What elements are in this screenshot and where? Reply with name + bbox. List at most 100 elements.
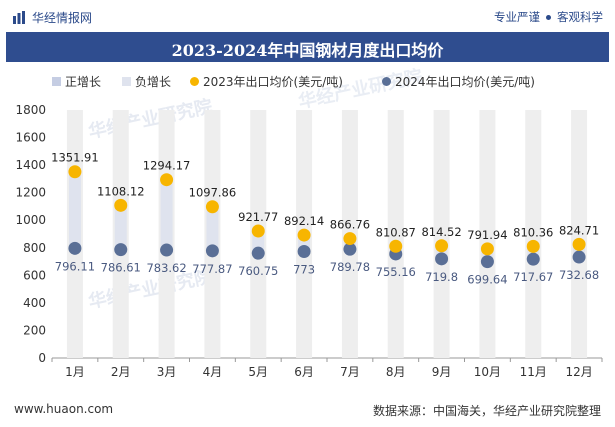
legend-label: 负增长 [135, 75, 171, 89]
x-tick-label: 9月 [432, 365, 452, 379]
data-label-2024: 732.68 [559, 268, 599, 282]
point-2023 [160, 173, 174, 187]
x-tick-label: 11月 [520, 365, 547, 379]
footer-url[interactable]: www.huaon.com [14, 402, 114, 416]
point-2023 [435, 239, 449, 253]
data-label-2023: 810.87 [376, 225, 416, 239]
data-label-2024: 786.61 [101, 261, 141, 275]
point-2023 [343, 232, 357, 246]
tagline-left: 专业严谨 [494, 10, 540, 24]
data-label-2023: 1294.17 [143, 159, 191, 173]
x-tick-label: 5月 [248, 365, 268, 379]
data-label-2024: 760.75 [238, 264, 278, 278]
data-label-2023: 921.77 [238, 210, 278, 224]
legend-label: 2024年出口均价(美元/吨) [395, 75, 535, 89]
point-2024 [251, 246, 265, 260]
x-tick-label: 8月 [386, 365, 406, 379]
data-label-2024: 783.62 [146, 261, 186, 275]
data-label-2024: 773 [293, 262, 315, 276]
legend-marker [382, 77, 391, 86]
data-label-2024: 789.78 [330, 260, 370, 274]
point-2024 [205, 244, 219, 258]
y-tick-label: 0 [38, 351, 46, 365]
legend-marker [122, 77, 131, 86]
legend-marker [52, 77, 61, 86]
data-label-2023: 1097.86 [189, 186, 237, 200]
y-tick-label: 1600 [15, 131, 46, 145]
point-2024 [572, 250, 586, 264]
x-tick-label: 1月 [65, 365, 85, 379]
range-bar [206, 206, 219, 251]
point-2023 [251, 224, 265, 238]
column-background [433, 110, 450, 358]
x-tick-label: 2月 [111, 365, 131, 379]
point-2023 [480, 242, 494, 256]
range-bar [114, 205, 127, 250]
data-label-2023: 1351.91 [51, 151, 99, 165]
range-bar [160, 179, 173, 251]
column-background [571, 110, 588, 358]
top-bar: 华经情报网 专业严谨 客观科学 [0, 0, 615, 32]
data-label-2023: 791.94 [467, 228, 507, 242]
y-tick-label: 200 [23, 323, 46, 337]
data-label-2023: 814.52 [421, 225, 461, 239]
x-tick-label: 7月 [340, 365, 360, 379]
point-2024 [526, 252, 540, 266]
brand-logo: 华经情报网 [12, 9, 92, 26]
brand-name: 华经情报网 [32, 11, 93, 25]
point-2023 [297, 228, 311, 242]
data-label-2024: 719.8 [425, 270, 458, 284]
watermark-text: 华经产业研究院 [296, 65, 424, 113]
y-tick-label: 600 [23, 268, 46, 282]
y-tick-label: 1200 [15, 186, 46, 200]
data-label-2024: 755.16 [376, 265, 416, 279]
data-label-2023: 824.71 [559, 223, 599, 237]
point-2023 [526, 239, 540, 253]
x-tick-label: 10月 [474, 365, 501, 379]
bar-logo-icon [13, 10, 25, 24]
footer: www.huaon.com 数据来源：中国海关，华经产业研究院整理 [0, 394, 615, 427]
y-tick-label: 800 [23, 241, 46, 255]
title-bar: 2023-2024年中国钢材月度出口均价 [6, 32, 609, 62]
watermark-text: 华经产业研究院 [86, 95, 214, 143]
point-2024 [343, 242, 357, 256]
y-tick-label: 1800 [15, 103, 46, 117]
column-background [479, 110, 496, 358]
tagline-right: 客观科学 [557, 10, 603, 24]
point-2024 [435, 252, 449, 266]
legend-marker [190, 77, 199, 86]
legend-label: 2023年出口均价(美元/吨) [203, 75, 343, 89]
data-label-2023: 810.36 [513, 225, 553, 239]
legend-label: 正增长 [65, 75, 101, 89]
point-2024 [297, 244, 311, 258]
column-background [525, 110, 542, 358]
point-2023 [114, 198, 128, 212]
y-tick-label: 1400 [15, 158, 46, 172]
data-label-2024: 796.11 [55, 259, 95, 273]
data-label-2024: 717.67 [513, 270, 553, 284]
y-tick-label: 1000 [15, 213, 46, 227]
data-label-2024: 777.87 [192, 262, 232, 276]
x-tick-label: 12月 [565, 365, 592, 379]
data-label-2024: 699.64 [467, 273, 507, 287]
data-label-2023: 866.76 [330, 218, 370, 232]
point-2023 [572, 237, 586, 251]
x-tick-label: 6月 [294, 365, 314, 379]
bullet-icon [546, 14, 551, 20]
footer-source: 数据来源：中国海关，华经产业研究院整理 [372, 404, 601, 418]
x-tick-label: 3月 [157, 365, 177, 379]
y-tick-label: 400 [23, 296, 46, 310]
point-2024 [160, 243, 174, 257]
point-2024 [114, 243, 128, 257]
data-label-2023: 1108.12 [97, 184, 145, 198]
column-background [387, 110, 404, 358]
point-2024 [480, 255, 494, 269]
data-label-2023: 892.14 [284, 214, 324, 228]
chart-title: 2023-2024年中国钢材月度出口均价 [171, 41, 444, 60]
range-bar [68, 171, 81, 249]
point-2024 [68, 241, 82, 255]
x-tick-label: 4月 [203, 365, 223, 379]
tagline: 专业严谨 客观科学 [494, 9, 603, 25]
point-2023 [389, 239, 403, 253]
